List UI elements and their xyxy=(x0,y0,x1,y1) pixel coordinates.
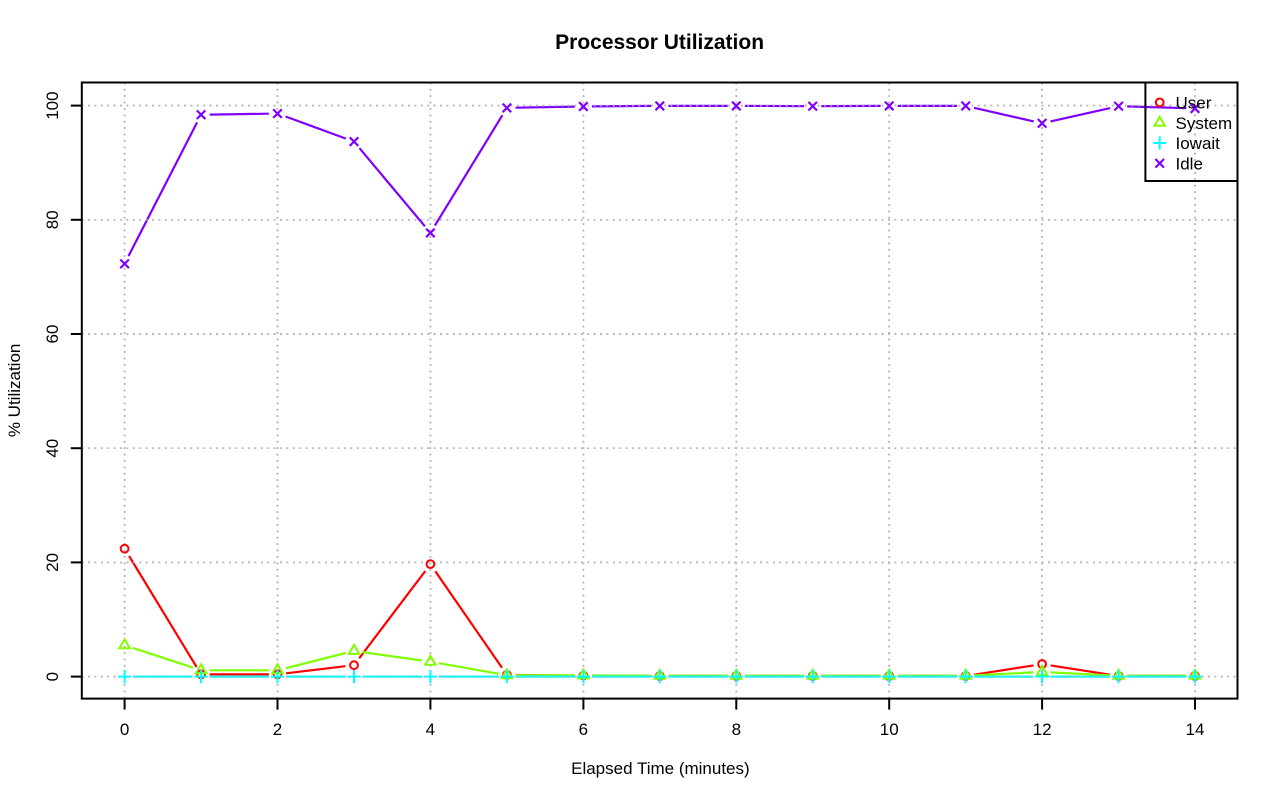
svg-text:4: 4 xyxy=(426,720,435,739)
svg-text:0: 0 xyxy=(120,720,129,739)
svg-text:Iowait: Iowait xyxy=(1176,134,1221,153)
svg-text:% Utilization: % Utilization xyxy=(5,344,24,438)
svg-text:6: 6 xyxy=(579,720,588,739)
svg-text:80: 80 xyxy=(43,210,62,229)
svg-text:40: 40 xyxy=(43,439,62,458)
svg-text:60: 60 xyxy=(43,325,62,344)
svg-text:System: System xyxy=(1176,114,1233,133)
svg-text:Idle: Idle xyxy=(1176,154,1203,173)
svg-text:100: 100 xyxy=(43,91,62,119)
svg-text:12: 12 xyxy=(1033,720,1052,739)
svg-text:0: 0 xyxy=(43,672,62,681)
svg-text:2: 2 xyxy=(273,720,282,739)
svg-text:14: 14 xyxy=(1186,720,1205,739)
svg-text:10: 10 xyxy=(880,720,899,739)
svg-text:Elapsed Time (minutes): Elapsed Time (minutes) xyxy=(571,759,750,778)
svg-text:Processor Utilization: Processor Utilization xyxy=(555,31,764,54)
svg-text:User: User xyxy=(1176,94,1212,113)
svg-text:20: 20 xyxy=(43,553,62,572)
svg-text:8: 8 xyxy=(732,720,741,739)
